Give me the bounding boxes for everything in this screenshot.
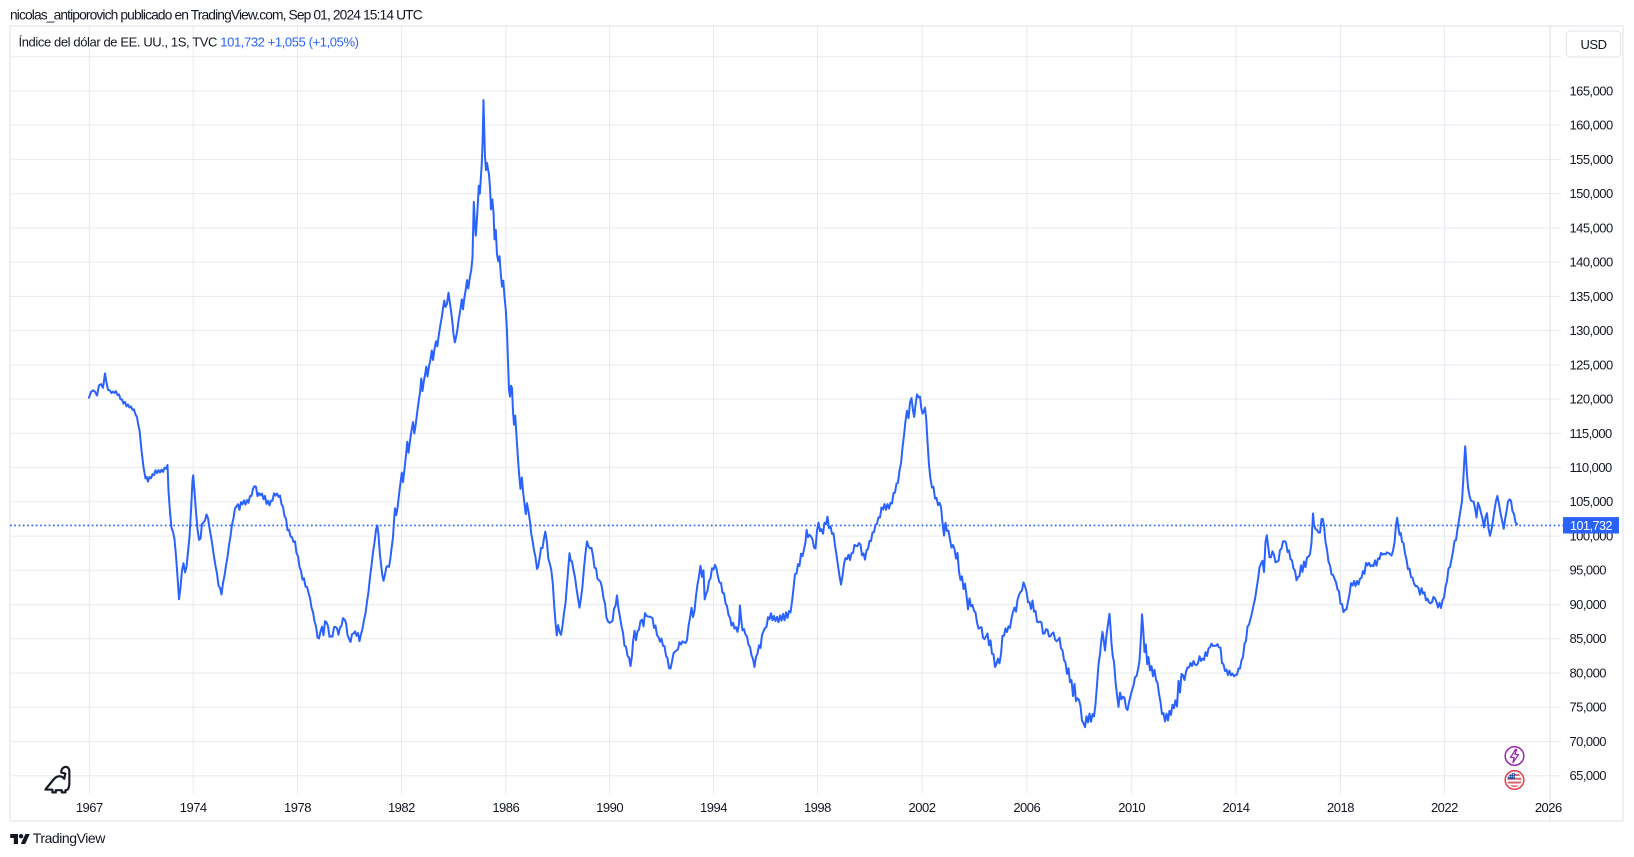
svg-text:2006: 2006 (1013, 800, 1040, 815)
svg-text:110,000: 110,000 (1570, 460, 1612, 475)
svg-text:1986: 1986 (492, 800, 519, 815)
svg-text:1990: 1990 (596, 800, 623, 815)
svg-text:1982: 1982 (388, 800, 415, 815)
svg-text:1978: 1978 (284, 800, 311, 815)
svg-text:75,000: 75,000 (1570, 700, 1607, 715)
svg-text:85,000: 85,000 (1570, 631, 1607, 646)
svg-text:165,000: 165,000 (1570, 83, 1613, 98)
svg-text:120,000: 120,000 (1570, 392, 1613, 407)
svg-text:2018: 2018 (1327, 800, 1354, 815)
svg-text:nicolas_antiporovich publicado: nicolas_antiporovich publicado en Tradin… (10, 8, 423, 23)
svg-text:USD: USD (1581, 37, 1607, 52)
svg-text:101,732 +1,055 (+1,05%): 101,732 +1,055 (+1,05%) (220, 34, 358, 49)
svg-text:115,000: 115,000 (1570, 426, 1612, 441)
svg-text:2022: 2022 (1431, 800, 1458, 815)
svg-text:105,000: 105,000 (1570, 494, 1613, 509)
svg-text:160,000: 160,000 (1570, 118, 1613, 133)
svg-text:135,000: 135,000 (1570, 289, 1613, 304)
svg-text:65,000: 65,000 (1570, 768, 1607, 783)
svg-text:2026: 2026 (1535, 800, 1562, 815)
svg-text:2002: 2002 (909, 800, 936, 815)
svg-text:Índice del dólar de EE. UU., 1: Índice del dólar de EE. UU., 1S, TVC (19, 34, 218, 49)
svg-text:90,000: 90,000 (1570, 597, 1607, 612)
svg-text:1974: 1974 (180, 800, 207, 815)
svg-text:TradingView: TradingView (33, 830, 106, 846)
svg-text:1967: 1967 (76, 800, 103, 815)
svg-text:125,000: 125,000 (1570, 357, 1613, 372)
svg-text:80,000: 80,000 (1570, 666, 1607, 681)
svg-text:150,000: 150,000 (1570, 186, 1613, 201)
svg-text:130,000: 130,000 (1570, 323, 1613, 338)
svg-text:2014: 2014 (1223, 800, 1250, 815)
svg-text:95,000: 95,000 (1570, 563, 1607, 578)
svg-text:155,000: 155,000 (1570, 152, 1613, 167)
svg-text:101,732: 101,732 (1570, 519, 1613, 533)
svg-text:1998: 1998 (804, 800, 831, 815)
svg-text:140,000: 140,000 (1570, 255, 1613, 270)
svg-text:2010: 2010 (1118, 800, 1145, 815)
svg-text:145,000: 145,000 (1570, 220, 1613, 235)
svg-text:70,000: 70,000 (1570, 734, 1607, 749)
svg-text:1994: 1994 (700, 800, 727, 815)
